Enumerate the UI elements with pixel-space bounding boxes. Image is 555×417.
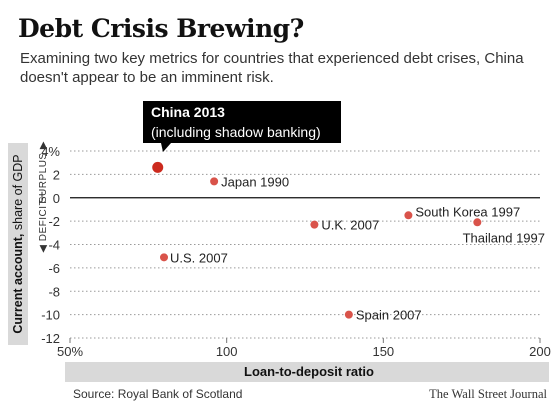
callout-box [143,101,341,143]
y-tick-label: -10 [41,308,60,323]
y-tick-label: 4% [41,144,60,159]
data-point [152,161,164,173]
data-point-label: South Korea 1997 [415,204,520,219]
y-axis-label: Current account, share of GDP [11,154,25,333]
y-tick-label: 2 [53,167,60,182]
x-axis-label: Loan-to-deposit ratio [244,364,374,379]
chart-title: Debt Crisis Brewing? [18,14,304,43]
y-tick-label: 0 [53,191,60,206]
y-deficit-label: ◀ DEFICIT [38,199,49,253]
y-axis-label-bold: Current account, [11,234,25,334]
y-tick-label: -8 [48,284,60,299]
data-point-label: Spain 2007 [356,308,422,323]
x-tick-label: 150 [372,344,394,359]
data-point [310,220,319,229]
y-tick-label: -4 [48,238,60,253]
publisher-credit: The Wall Street Journal [429,387,547,401]
x-tick-label: 50% [57,344,83,359]
y-surplus-label: SURPLUS ▶ [38,141,49,203]
x-axis-band [65,362,549,382]
y-tick-label: -6 [48,261,60,276]
x-tick-label: 100 [216,344,238,359]
callout-title: China 2013 [151,104,225,120]
data-point-label: U.S. 2007 [170,250,228,265]
data-point [404,211,413,220]
x-tick-label: 200 [529,344,551,359]
callout-pointer [161,143,171,152]
data-point [344,310,353,319]
data-point [160,253,168,262]
data-point-label: Thailand 1997 [463,230,545,245]
data-point-label: U.K. 2007 [321,218,379,233]
data-point-label: Japan 1990 [221,174,289,189]
data-point [473,218,482,227]
source-note: Source: Royal Bank of Scotland [73,387,243,401]
y-axis-band [8,143,28,345]
data-point [210,177,219,186]
y-tick-label: -12 [41,331,60,346]
callout-subtitle: (including shadow banking) [151,124,321,140]
y-tick-label: -2 [48,214,60,229]
chart-subtitle: Examining two key metrics for countries … [20,50,524,86]
y-axis-label-rest: share of GDP [11,154,25,233]
